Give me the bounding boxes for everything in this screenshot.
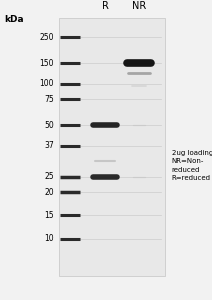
Text: R: R bbox=[102, 2, 108, 11]
Text: 250: 250 bbox=[40, 33, 54, 42]
Bar bbox=[59, 18, 165, 276]
Text: 20: 20 bbox=[45, 188, 54, 197]
Text: 37: 37 bbox=[44, 141, 54, 150]
Text: 2ug loading
NR=Non-
reduced
R=reduced: 2ug loading NR=Non- reduced R=reduced bbox=[172, 150, 212, 181]
Text: 150: 150 bbox=[40, 59, 54, 68]
Text: 100: 100 bbox=[40, 79, 54, 88]
Text: NR: NR bbox=[132, 2, 146, 11]
Text: 75: 75 bbox=[44, 95, 54, 104]
Text: kDa: kDa bbox=[4, 15, 24, 24]
Text: 50: 50 bbox=[44, 121, 54, 130]
Text: 25: 25 bbox=[45, 172, 54, 181]
Text: 15: 15 bbox=[45, 211, 54, 220]
Text: 10: 10 bbox=[45, 234, 54, 243]
